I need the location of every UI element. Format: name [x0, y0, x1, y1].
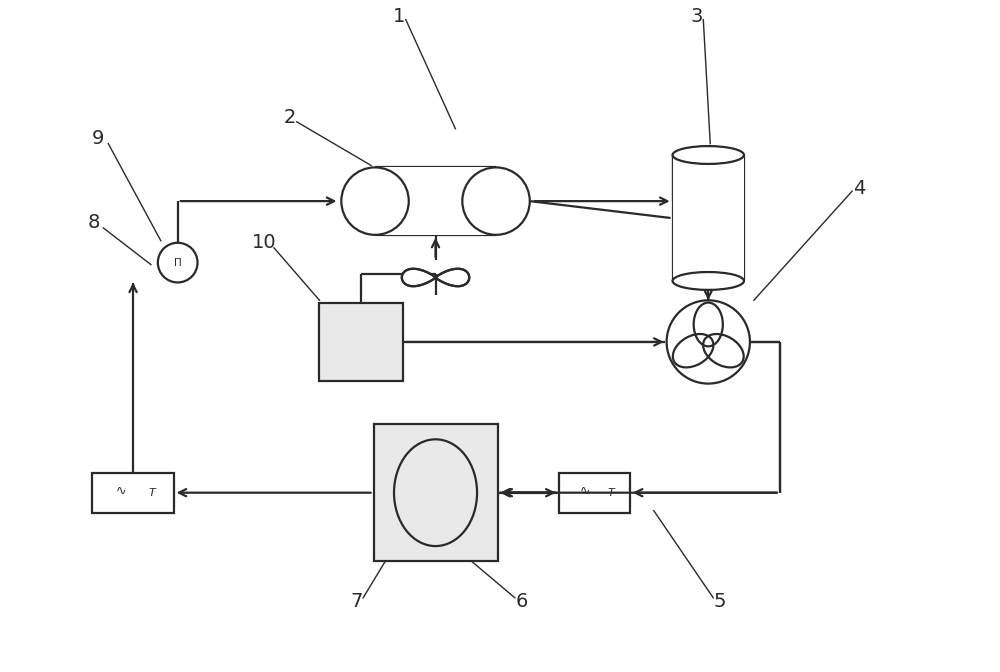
Polygon shape [436, 269, 469, 286]
Text: ∿: ∿ [116, 485, 126, 498]
Text: ∿: ∿ [580, 485, 591, 498]
Text: 8: 8 [87, 214, 100, 233]
Bar [374, 424, 498, 561]
Ellipse shape [673, 272, 744, 290]
Bar [319, 303, 403, 380]
Ellipse shape [341, 167, 409, 235]
Text: 3: 3 [690, 7, 703, 26]
Bar [559, 473, 630, 513]
Bar [92, 473, 174, 513]
Text: 1: 1 [393, 7, 405, 26]
Ellipse shape [673, 146, 744, 164]
Bar [673, 155, 744, 281]
Circle shape [158, 243, 198, 282]
Text: 7: 7 [350, 592, 362, 612]
Polygon shape [436, 269, 469, 286]
Text: 6: 6 [516, 592, 528, 612]
Text: T: T [149, 488, 155, 498]
Polygon shape [402, 269, 436, 286]
Polygon shape [402, 269, 436, 286]
Text: 5: 5 [714, 592, 726, 612]
Text: 9: 9 [92, 129, 105, 148]
Text: 4: 4 [853, 179, 865, 198]
Circle shape [667, 300, 750, 384]
Ellipse shape [462, 167, 530, 235]
Text: 2: 2 [284, 108, 296, 127]
Bar [375, 167, 496, 235]
Text: П: П [174, 257, 182, 267]
Text: T: T [608, 488, 614, 498]
Text: 10: 10 [252, 233, 276, 252]
